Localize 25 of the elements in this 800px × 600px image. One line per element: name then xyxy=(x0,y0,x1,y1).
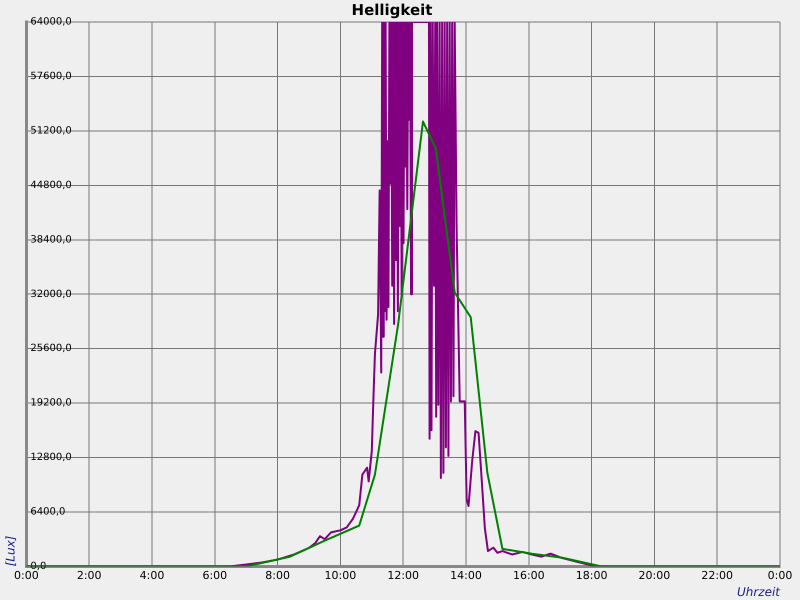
y-tick-label: 51200,0 xyxy=(30,125,72,136)
y-tick-label: 19200,0 xyxy=(30,398,72,409)
y-tick-label: 38400,0 xyxy=(30,234,72,246)
x-tick-label: 12:00 xyxy=(387,568,420,582)
y-tick-label: 12800,0 xyxy=(30,452,72,464)
x-tick-label: 20:00 xyxy=(638,568,670,582)
x-tick-label: 6:00 xyxy=(202,568,228,582)
x-tick-label: 8:00 xyxy=(265,568,290,582)
x-tick-label: 10:00 xyxy=(324,568,356,582)
x-axis-title: Uhrzeit xyxy=(736,584,782,599)
y-axis-title: [Lux] xyxy=(3,535,18,566)
x-tick-label: 2:00 xyxy=(76,568,102,582)
x-tick-label: 16:00 xyxy=(512,568,545,582)
x-tick-label: 14:00 xyxy=(450,568,482,582)
y-tick-label: 64000,0 xyxy=(30,16,72,28)
x-tick-label: 0:00 xyxy=(768,568,792,582)
chart-title: Helligkeit xyxy=(352,0,432,19)
y-tick-label: 32000,0 xyxy=(30,288,72,300)
x-tick-label: 4:00 xyxy=(140,568,164,582)
x-tick-label: 18:00 xyxy=(576,568,608,582)
y-tick-label: 6400,0 xyxy=(30,506,66,518)
x-tick-label: 22:00 xyxy=(701,568,734,582)
y-tick-label: 57600,0 xyxy=(30,71,72,82)
y-tick-label: 44800,0 xyxy=(30,180,72,191)
y-tick-label: 25600,0 xyxy=(30,343,72,354)
